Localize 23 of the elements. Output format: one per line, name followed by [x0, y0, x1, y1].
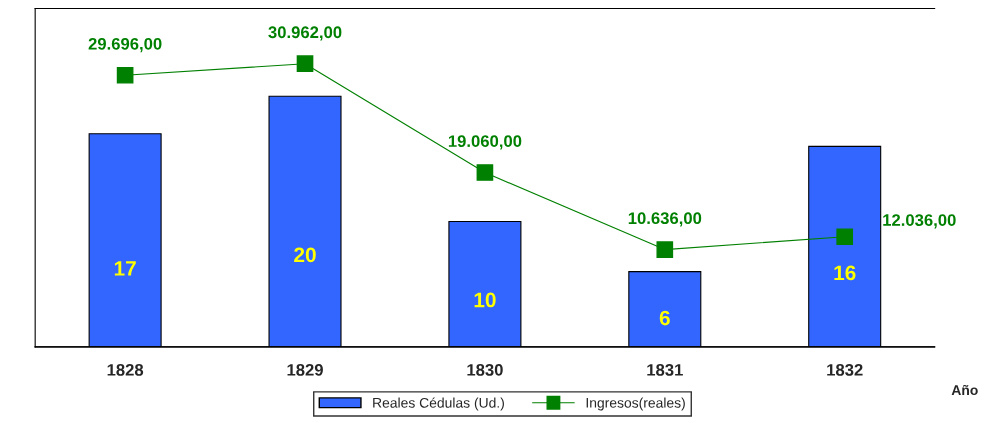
data-label: 30.962,00 — [268, 26, 342, 41]
point — [836, 228, 854, 246]
legend-label: Reales Cédulas (Ud.) — [373, 397, 504, 411]
point — [296, 55, 314, 73]
data-label: 10 — [474, 292, 496, 308]
x-tick-label: 1830 — [467, 363, 503, 376]
x-tick-label: 1828 — [107, 363, 144, 376]
data-label: 10.636,00 — [628, 212, 702, 227]
x-tick-label: 1832 — [827, 363, 863, 376]
data-label: 20 — [294, 247, 316, 263]
x-axis-title: Año — [951, 384, 978, 396]
point — [116, 66, 134, 84]
data-label: 16 — [834, 265, 856, 281]
x-tick-label: 1831 — [647, 363, 683, 376]
legend-label: Ingresos(reales) — [586, 397, 685, 411]
point — [476, 164, 494, 181]
data-label: 12.036,00 — [883, 214, 956, 229]
data-label: 17 — [114, 261, 136, 276]
x-tick-label: 1829 — [287, 363, 323, 376]
data-label: 6 — [659, 310, 670, 326]
data-label: 29.696,00 — [88, 37, 162, 53]
point — [656, 241, 674, 258]
data-label: 19.060,00 — [448, 135, 522, 150]
